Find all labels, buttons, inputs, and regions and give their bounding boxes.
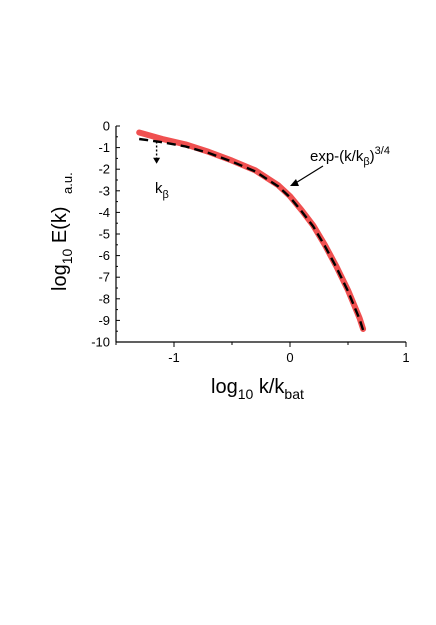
y-tick-label: -5 bbox=[98, 227, 110, 242]
y-axis-unit: a.u. bbox=[60, 172, 75, 194]
y-tick-label: -7 bbox=[98, 270, 110, 285]
x-axis-title: log10 k/kbat bbox=[211, 376, 304, 402]
k-beta-arrowhead bbox=[153, 157, 161, 164]
data-line-solid bbox=[136, 129, 367, 332]
fit-line-dashed bbox=[139, 137, 365, 331]
y-tick-label: -10 bbox=[91, 335, 110, 350]
x-tick-label: -1 bbox=[168, 350, 180, 365]
formula-arrowhead bbox=[290, 179, 299, 186]
y-axis-title: log10 E(k) bbox=[49, 207, 75, 292]
k-beta-label: kβ bbox=[155, 180, 169, 201]
x-tick-label: 0 bbox=[286, 350, 293, 365]
y-tick-label: -1 bbox=[98, 140, 110, 155]
annotation-layer bbox=[153, 141, 161, 164]
y-tick-label: -8 bbox=[98, 291, 110, 306]
y-tick-label: 0 bbox=[103, 119, 110, 134]
formula-annotation: exp-(k/kβ)3/4 bbox=[310, 145, 390, 168]
y-tick-label: -9 bbox=[98, 313, 110, 328]
formula-arrow bbox=[293, 165, 324, 185]
y-tick-label: -2 bbox=[98, 162, 110, 177]
series-layer bbox=[136, 129, 367, 332]
x-tick-label: 1 bbox=[402, 350, 409, 365]
y-tick-label: -6 bbox=[98, 248, 110, 263]
axes: 0-1-2-3-4-5-6-7-8-9-10-1 0 1 bbox=[91, 119, 409, 366]
y-tick-label: -4 bbox=[98, 205, 110, 220]
y-tick-label: -3 bbox=[98, 183, 110, 198]
